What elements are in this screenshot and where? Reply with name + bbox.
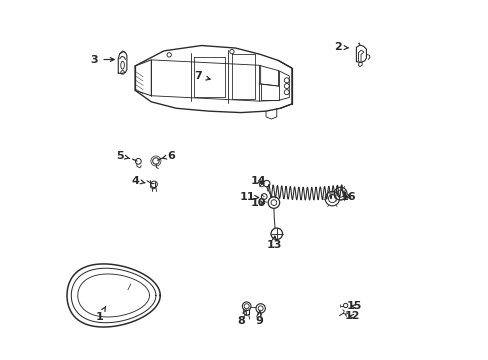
Text: 3: 3 <box>91 54 114 64</box>
Text: 8: 8 <box>237 310 246 326</box>
Text: 6: 6 <box>161 151 175 161</box>
Text: 14: 14 <box>250 176 266 186</box>
Text: 11: 11 <box>239 192 258 202</box>
Text: 2: 2 <box>334 42 347 52</box>
Text: 10: 10 <box>250 198 265 208</box>
Text: 4: 4 <box>131 176 145 186</box>
Text: 5: 5 <box>116 151 129 161</box>
Text: 15: 15 <box>346 301 361 311</box>
Text: 12: 12 <box>345 311 360 321</box>
Text: 7: 7 <box>194 71 210 81</box>
Text: 16: 16 <box>340 192 356 202</box>
Text: 9: 9 <box>255 310 263 325</box>
Text: 1: 1 <box>95 307 105 322</box>
Text: 13: 13 <box>265 236 281 250</box>
